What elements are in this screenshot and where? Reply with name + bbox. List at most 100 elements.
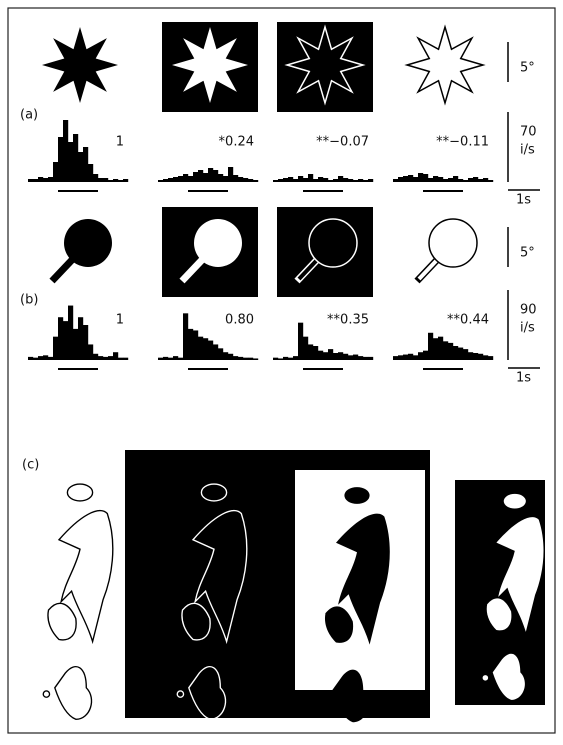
histogram-bar <box>208 341 213 360</box>
histogram-bar <box>228 354 233 360</box>
histogram-bar <box>438 177 443 182</box>
histogram-bar <box>113 352 118 360</box>
histogram-bar <box>328 180 333 182</box>
histogram-bar <box>173 177 178 182</box>
histogram-bar <box>183 313 188 360</box>
histogram-bar <box>248 179 253 182</box>
histogram-bar <box>188 176 193 182</box>
histogram-bar <box>458 348 463 360</box>
histogram-bar <box>163 179 168 182</box>
glass-disc <box>194 219 242 267</box>
histogram-bar <box>278 358 283 360</box>
histogram-bar <box>38 177 43 182</box>
histogram-bar <box>28 179 33 182</box>
histogram-bar <box>123 358 128 360</box>
histogram-bar <box>223 352 228 360</box>
histogram-bar <box>198 170 203 182</box>
histogram-bar <box>418 173 423 182</box>
histogram-bar <box>203 173 208 182</box>
histogram-bar <box>273 358 278 360</box>
histogram-bar <box>358 179 363 182</box>
histogram-bar <box>288 358 293 360</box>
histogram-bar <box>93 174 98 182</box>
panel-label: (c) <box>22 458 39 473</box>
histogram-bar <box>233 175 238 182</box>
histogram-bar <box>118 180 123 182</box>
histogram-bar <box>413 177 418 182</box>
histogram-bar <box>343 354 348 360</box>
histogram-bar <box>443 179 448 182</box>
histogram-bar <box>108 180 113 182</box>
histogram-bar <box>178 358 183 360</box>
glass-disc <box>429 219 477 267</box>
histogram-bar <box>218 174 223 182</box>
histogram-bar <box>203 338 208 360</box>
panel-label: (b) <box>20 293 38 308</box>
histogram-bar <box>218 348 223 360</box>
histogram-bar <box>43 178 48 182</box>
histogram-bar <box>38 356 43 360</box>
star-stimulus <box>172 27 248 103</box>
histogram-bar <box>253 358 258 360</box>
histogram-bar <box>338 352 343 360</box>
histogram-bar <box>278 179 283 182</box>
histogram-bar <box>118 358 123 360</box>
histogram-bar <box>223 176 228 182</box>
histogram-bar <box>483 178 488 182</box>
histogram-bar <box>298 176 303 182</box>
histogram-bar <box>78 317 83 360</box>
figure: (c) 5°(a)70i/s1s1*0.24**−0.07**−0.115°(b… <box>0 0 563 741</box>
histogram-bar <box>273 180 278 182</box>
histogram-bar <box>293 356 298 360</box>
histogram-bar <box>53 162 58 182</box>
histogram-bar <box>123 179 128 182</box>
histogram-bar <box>83 325 88 360</box>
histogram-bar <box>178 176 183 182</box>
histogram-bar <box>393 356 398 360</box>
histogram-bar <box>398 177 403 182</box>
histogram-bar <box>68 142 73 182</box>
histogram-bar <box>423 174 428 182</box>
angle-scale-label: 5° <box>520 61 535 76</box>
histogram-bar <box>248 358 253 360</box>
histogram-bar <box>193 172 198 182</box>
angle-scale-label: 5° <box>520 246 535 261</box>
histogram-bar <box>58 317 63 360</box>
histogram-bar <box>358 356 363 360</box>
histogram-bar <box>408 354 413 360</box>
histogram-bar <box>243 358 248 360</box>
histogram-bar <box>483 355 488 360</box>
histogram-bar <box>233 356 238 360</box>
histogram-bar <box>168 358 173 360</box>
histogram-bar <box>428 178 433 182</box>
histogram-bar <box>168 178 173 182</box>
histogram-bar <box>463 180 468 182</box>
histogram-bar <box>448 178 453 182</box>
histogram-bar <box>338 176 343 182</box>
histogram-bar <box>208 168 213 182</box>
histogram-bar <box>198 337 203 360</box>
histogram-bar <box>313 346 318 360</box>
histogram-bar <box>308 344 313 360</box>
histogram-bar <box>228 167 233 182</box>
histogram-bar <box>423 351 428 360</box>
rate-scale-value: 70 <box>520 125 537 140</box>
histogram-bar <box>463 349 468 360</box>
histogram-bar <box>63 120 68 182</box>
histogram-bar <box>98 178 103 182</box>
histogram-bar <box>243 178 248 182</box>
histogram-bar <box>343 178 348 182</box>
histogram-bar <box>308 174 313 182</box>
histogram-bar <box>418 352 423 360</box>
annotation: 0.80 <box>225 313 254 328</box>
time-scale-label: 1s <box>516 371 531 386</box>
histogram-bar <box>473 353 478 360</box>
histogram-bar <box>193 330 198 360</box>
histogram-bar <box>213 344 218 360</box>
histogram-bar <box>78 152 83 182</box>
annotation: 1 <box>116 135 124 150</box>
histogram-bar <box>68 306 73 360</box>
histogram-bar <box>163 357 168 360</box>
histogram-bar <box>313 179 318 182</box>
histogram-bar <box>323 178 328 182</box>
